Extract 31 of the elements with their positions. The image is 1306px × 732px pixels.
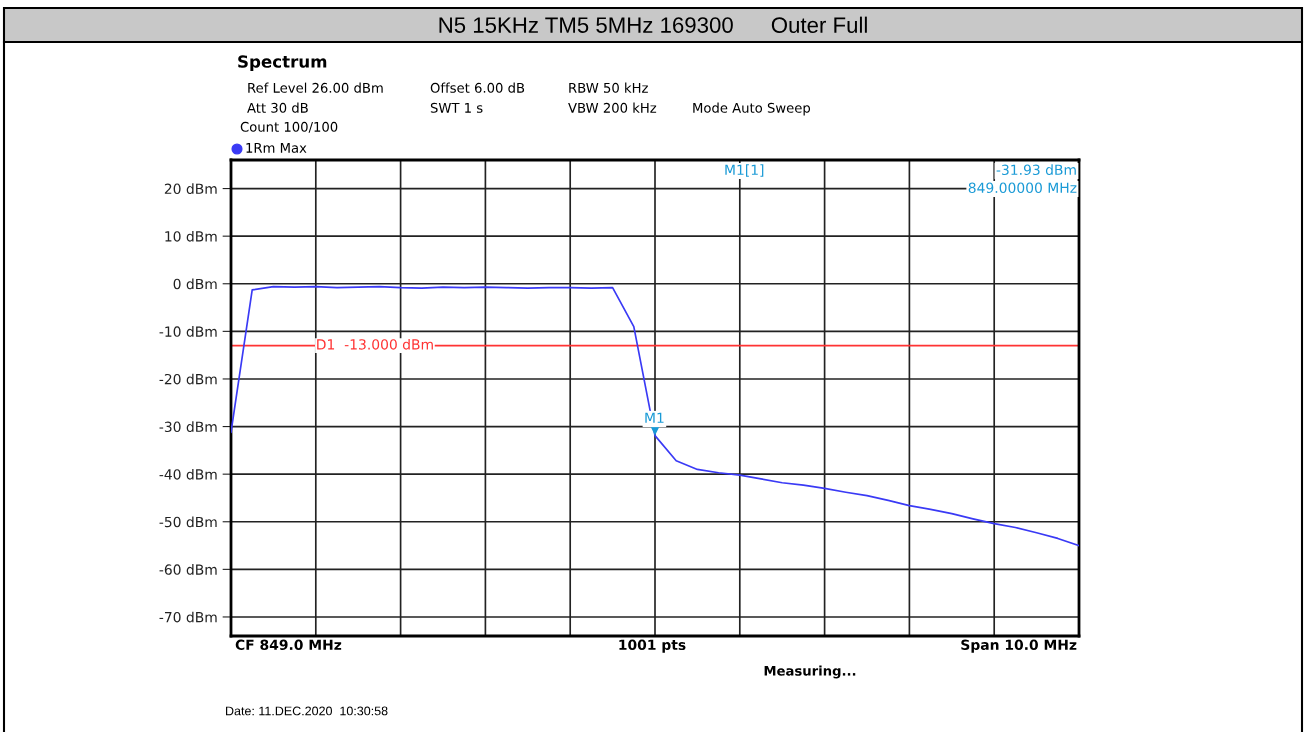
annotation: 849.00000 MHz (968, 182, 1077, 194)
text: Spectrum (238, 55, 327, 72)
text: 1001 pts (619, 639, 686, 653)
y-tick-label: -50 dBm (159, 516, 217, 528)
annotation: M1 (645, 412, 664, 423)
y-tick-label: -20 dBm (159, 373, 217, 385)
text: Mode Auto Sweep (693, 102, 811, 116)
y-tick-label: 10 dBm (165, 230, 217, 242)
text: Measuring... (764, 665, 856, 679)
ref-line-label: D1 -13.000 dBm (317, 338, 433, 350)
annotation: M1[1] (725, 164, 764, 177)
y-tick-label: 20 dBm (164, 183, 217, 195)
y-tick-label: -30 dBm (159, 421, 217, 433)
text: Span 10.0 MHz (961, 639, 1077, 653)
text: CF 849.0 MHz (235, 639, 342, 651)
y-tick-label: -40 dBm (159, 468, 217, 480)
y-tick-label: -70 dBm (159, 611, 217, 623)
text: Offset 6.00 dB (430, 82, 525, 93)
text: Date: 11.DEC.2020 10:30:58 (226, 706, 388, 716)
annotation: -31.93 dBm (996, 164, 1076, 176)
y-tick-label: -60 dBm (159, 564, 217, 575)
text: Count 100/100 (240, 121, 338, 133)
chart-title: N5 15KHz TM5 5MHz 169300 Outer Full (439, 16, 867, 33)
y-tick-label: 0 dBm (173, 278, 217, 290)
text: RBW 50 kHz (569, 82, 648, 93)
text: VBW 200 kHz (568, 102, 657, 113)
text: Att 30 dB (247, 102, 308, 113)
text: SWT 1 s (430, 102, 483, 113)
y-tick-label: -10 dBm (159, 326, 217, 337)
text: 1Rm Max (246, 143, 307, 153)
text: Ref Level 26.00 dBm (248, 82, 383, 93)
